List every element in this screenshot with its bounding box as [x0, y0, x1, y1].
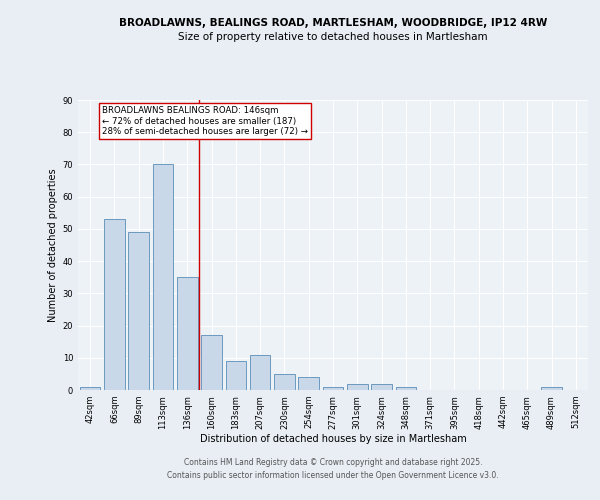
Bar — [128, 232, 149, 390]
Bar — [298, 377, 319, 390]
Text: BROADLAWNS, BEALINGS ROAD, MARTLESHAM, WOODBRIDGE, IP12 4RW: BROADLAWNS, BEALINGS ROAD, MARTLESHAM, W… — [119, 18, 547, 28]
Text: BROADLAWNS BEALINGS ROAD: 146sqm
← 72% of detached houses are smaller (187)
28% : BROADLAWNS BEALINGS ROAD: 146sqm ← 72% o… — [102, 106, 308, 136]
Bar — [323, 387, 343, 390]
Bar — [274, 374, 295, 390]
Bar — [201, 335, 222, 390]
Y-axis label: Number of detached properties: Number of detached properties — [49, 168, 58, 322]
Bar — [177, 277, 197, 390]
Bar — [541, 387, 562, 390]
Text: Contains HM Land Registry data © Crown copyright and database right 2025.
Contai: Contains HM Land Registry data © Crown c… — [167, 458, 499, 480]
Text: Size of property relative to detached houses in Martlesham: Size of property relative to detached ho… — [178, 32, 488, 42]
Bar — [80, 387, 100, 390]
Bar — [104, 219, 125, 390]
Bar — [395, 387, 416, 390]
Bar — [347, 384, 368, 390]
Bar — [250, 354, 271, 390]
Bar — [226, 361, 246, 390]
Bar — [371, 384, 392, 390]
X-axis label: Distribution of detached houses by size in Martlesham: Distribution of detached houses by size … — [200, 434, 466, 444]
Bar — [152, 164, 173, 390]
